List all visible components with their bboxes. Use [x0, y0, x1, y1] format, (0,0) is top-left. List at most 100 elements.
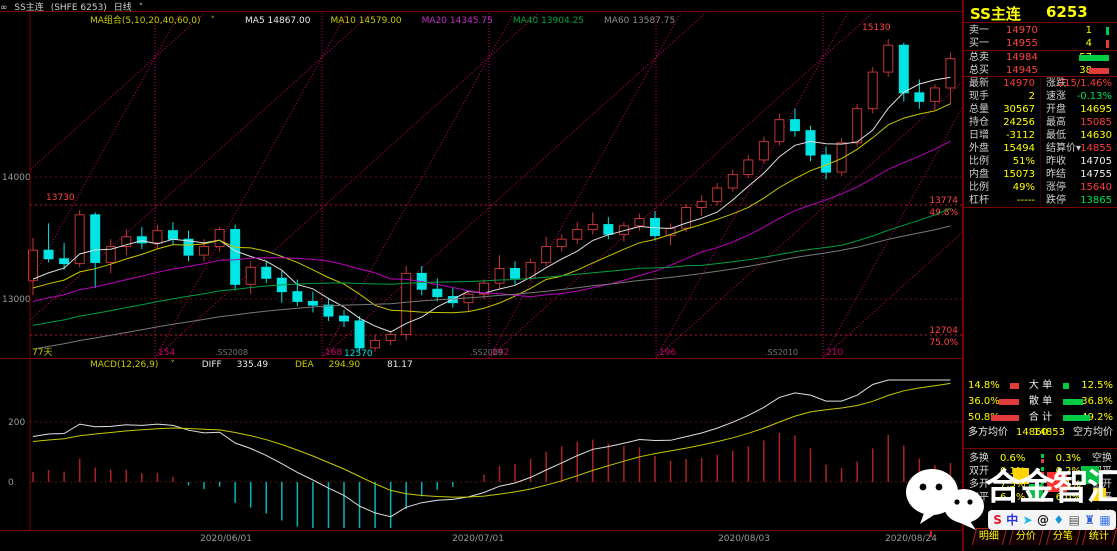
- price-axis-label: 13000: [2, 295, 31, 305]
- partial-row: 大单: [1093, 510, 1113, 521]
- cycle-lines: [30, 13, 962, 358]
- chevron-down-icon: ˅: [170, 360, 175, 370]
- ma20-line: [32, 140, 951, 302]
- macd-settings[interactable]: MACD(12,26,9) ˅: [90, 360, 175, 370]
- contract-label: .SS2010: [765, 348, 798, 357]
- flow-mini-bar: [1040, 480, 1044, 489]
- date-label: 2020/07/01: [452, 534, 504, 544]
- ma60-line: [32, 225, 951, 350]
- book-row: 卖一 14970 1: [964, 24, 1115, 37]
- macd-diff-value: DIFF 335.49: [201, 360, 269, 370]
- buy-bar: [990, 415, 1019, 421]
- retracement-price-label: 12704: [929, 326, 958, 336]
- cycle-day-label: 182: [492, 348, 509, 358]
- diff-line: [32, 379, 951, 518]
- ma-value-MA20: MA20 14345.75: [421, 16, 493, 26]
- price-axis-label: 14000: [2, 173, 31, 183]
- stat-row: 最新 14970 涨跌 215/1.46%: [964, 77, 1117, 90]
- retracement-pct-label: 75.0%: [929, 338, 958, 348]
- book-row: 总买 14945 38: [964, 64, 1115, 77]
- tab-分价[interactable]: 分价: [1008, 528, 1044, 545]
- long-avg-label: 多方均价: [968, 427, 1008, 438]
- flow-row: 多换 0.6% 0.3% 空换: [969, 453, 1112, 464]
- macd-axis-label: 0: [8, 478, 14, 488]
- ma10-line: [32, 103, 951, 314]
- total-bid-bar: [1089, 68, 1109, 74]
- short-avg-value: 14853: [1033, 427, 1065, 438]
- flow-mini-bar: [1040, 467, 1044, 476]
- stat-row: 比例 51% 昨收 14705: [964, 155, 1117, 168]
- ma5-line: [32, 76, 951, 333]
- stat-row: 内盘 15073 昨结 14755: [964, 168, 1117, 181]
- ask-mark: [1106, 27, 1109, 35]
- day-count-label: 77天: [32, 348, 52, 358]
- flow-row: 双开 0.1% 0.2% 双平: [969, 466, 1112, 477]
- macd-axis-label: 200: [8, 418, 25, 428]
- stat-row: 持仓 24256 最高 15085: [964, 116, 1117, 129]
- chart-annotation: 12570: [344, 349, 373, 359]
- tab-明细[interactable]: 明细: [971, 528, 1007, 545]
- cycle-day-label: 154: [158, 348, 175, 358]
- buy-bar: [998, 399, 1019, 405]
- big-order-row: 36.0% 散 单 36.8%: [968, 396, 1113, 407]
- macd-hist-value: 81.17: [386, 360, 413, 370]
- panel-symbol: SS主连: [970, 5, 1021, 23]
- cycle-day-label: 210: [826, 348, 843, 358]
- bid-mark: [1106, 40, 1109, 48]
- long-avg-value: 14860: [1016, 427, 1048, 438]
- stat-row: 总量 30567 开盘 14695: [964, 103, 1117, 116]
- sell-bar: [1062, 399, 1083, 405]
- ma-value-MA60: MA60 13587.75: [604, 16, 676, 26]
- avg-price-row: 多方均价 14860 14853 空方均价: [964, 426, 1117, 440]
- flow-row: 多开 7.3% 6.1% 空开: [969, 479, 1112, 490]
- book-row: 总卖1498457: [964, 51, 1115, 64]
- period-selector[interactable]: 日线: [113, 3, 132, 13]
- total-ask-bar: [1079, 55, 1109, 61]
- date-label: 2020/08/24: [885, 534, 937, 544]
- symbol-name: SS主连: [14, 3, 44, 13]
- flow-mini-bar: [1040, 493, 1044, 502]
- dea-line: [32, 382, 951, 498]
- contract-label: .SS2008: [215, 348, 248, 357]
- ma-value-MA40: MA40 13904.25: [512, 16, 585, 26]
- ma-settings[interactable]: MA组合(5,10,20,40,60,0) ˅: [90, 16, 216, 26]
- tab-统计[interactable]: 统计: [1082, 528, 1117, 545]
- cycle-day-label: 168: [325, 348, 342, 358]
- chevron-down-icon: ˅: [210, 16, 216, 26]
- retracement-price-label: 13774: [929, 196, 958, 206]
- cycle-day-label: 196: [659, 348, 676, 358]
- ma-indicator-header: MA组合(5,10,20,40,60,0) ˅ MA5 14867.00 MA10 1…: [90, 13, 695, 26]
- candles: [28, 39, 956, 352]
- quote-panel: SS主连 6253 卖一149701买一149554总卖1498457总买149…: [963, 0, 1117, 551]
- detail-tabs: 明细 分价 分笔 统计: [971, 528, 1117, 545]
- buy-bar: [1010, 383, 1019, 389]
- exchange-code: (SHFE 6253): [50, 3, 107, 13]
- stat-row: 日增 -3112 最低 14630: [964, 129, 1117, 142]
- stat-row: 现手 2 速涨 -0.13%: [964, 90, 1117, 103]
- big-order-row: 50.8% 合 计 49.2%: [968, 412, 1113, 423]
- ma-value-MA10: MA10 14579.00: [330, 16, 402, 26]
- quote-panel-header: SS主连 6253: [964, 1, 1117, 23]
- instrument-icon: ∞: [0, 3, 8, 13]
- quote-stats: 最新 14970 涨跌 215/1.46% 现手 2 速涨 -0.13% 总量 30567 开盘 14…: [964, 77, 1117, 207]
- panel-code: 6253: [1046, 3, 1088, 21]
- stat-row: 外盘 15494 结算价▾ 14855: [964, 142, 1117, 155]
- macd-indicator-header: MACD(12,26,9) ˅ DIFF 335.49 DEA 294.90 81…: [90, 360, 425, 370]
- big-order-row: 14.8% 大 单 12.5%: [968, 380, 1113, 391]
- chart-annotation: 15130: [862, 23, 891, 33]
- chevron-down-icon[interactable]: ˅: [138, 3, 144, 13]
- date-label: 2020/06/01: [200, 534, 252, 544]
- retracement-pct-label: 49.8%: [929, 208, 958, 218]
- flow-mini-bar: [1040, 454, 1044, 463]
- macd-histogram: [32, 432, 952, 528]
- stat-row: 比例 49% 涨停 15640: [964, 181, 1117, 194]
- ma-value-MA5: MA5 14867.00: [245, 16, 311, 26]
- stat-row: 杠杆 ----- 跌停 13865: [964, 194, 1117, 207]
- sell-bar: [1062, 383, 1070, 389]
- flow-row: 空平 6.4% 6.0% 多平: [969, 492, 1112, 503]
- title-bar: ∞ SS主连 (SHFE 6253) 日线 ˅: [0, 0, 147, 13]
- tab-分笔[interactable]: 分笔: [1045, 528, 1081, 545]
- contract-label: .SS2009: [470, 348, 503, 357]
